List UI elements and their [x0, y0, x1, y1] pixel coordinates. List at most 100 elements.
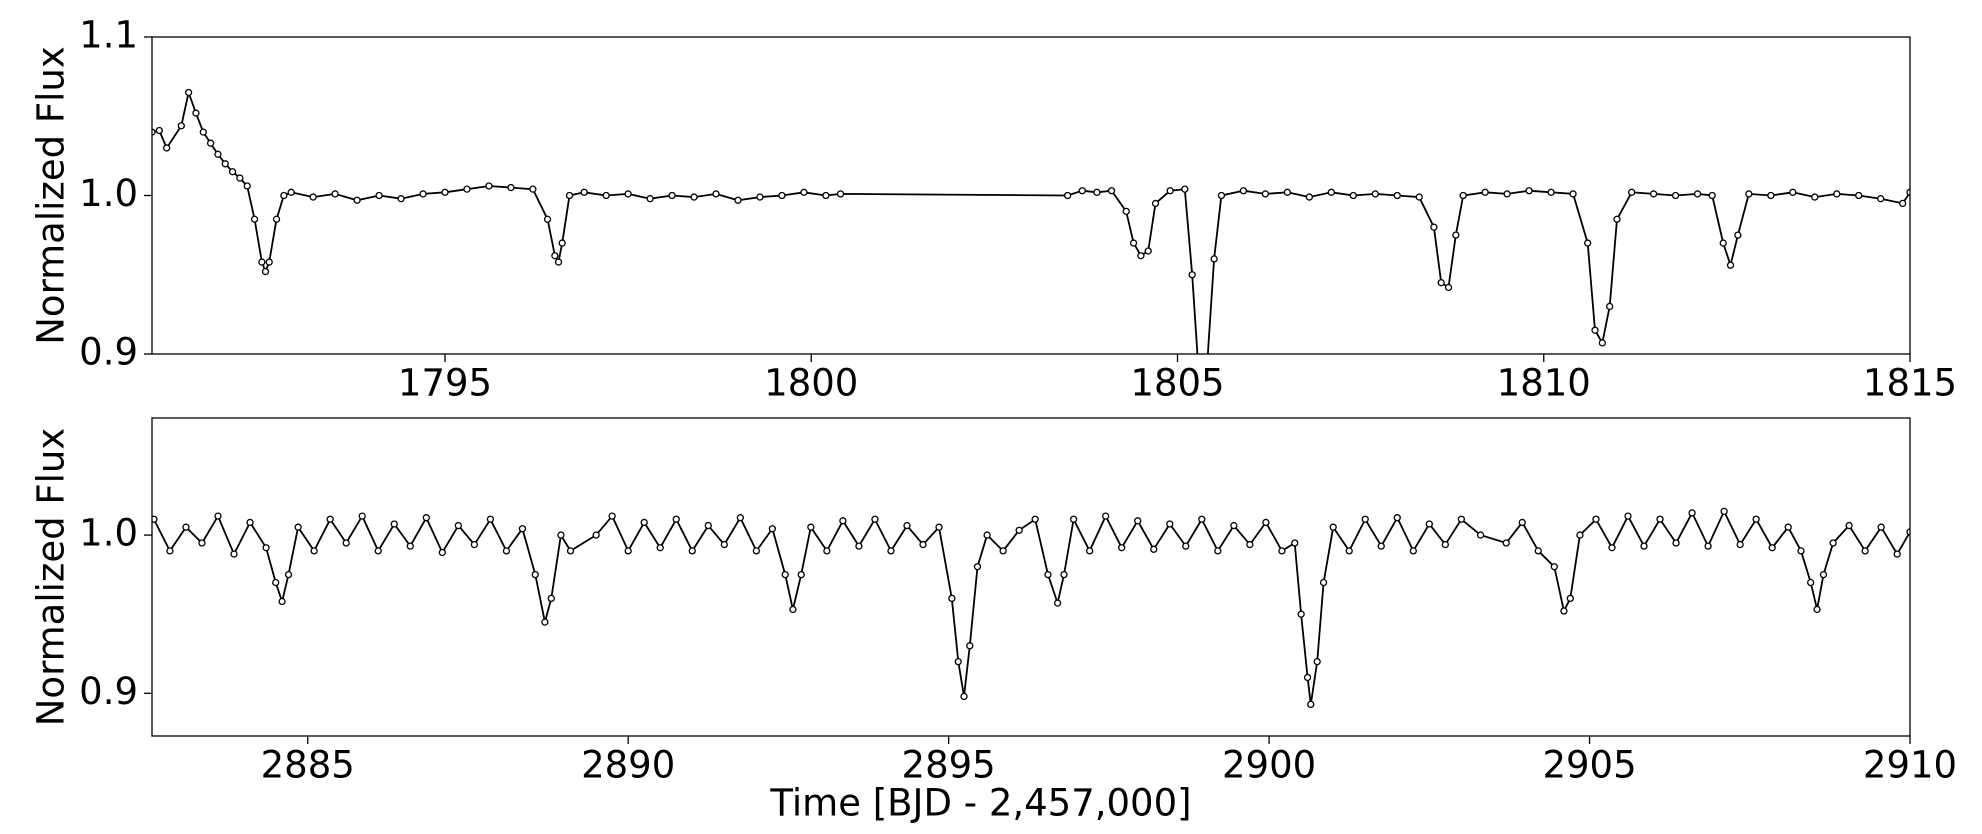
flux-point — [454, 521, 463, 530]
flux-point — [1628, 188, 1636, 196]
flux-point — [1566, 594, 1574, 603]
flux-point — [1693, 190, 1702, 198]
flux-point — [1063, 191, 1072, 200]
flux-point — [1598, 339, 1606, 347]
flux-point — [1198, 515, 1206, 523]
flux-point — [1015, 526, 1023, 534]
flux-point — [855, 542, 863, 550]
flux-point — [1672, 539, 1680, 547]
flux-point — [1377, 542, 1385, 550]
flux-point — [1592, 515, 1600, 523]
flux-point — [278, 597, 286, 606]
flux-point — [531, 570, 539, 579]
flux-point — [284, 570, 293, 579]
flux-point — [1303, 673, 1312, 682]
flux-point — [1855, 191, 1863, 200]
flux-point — [712, 190, 720, 198]
flux-point — [1239, 187, 1248, 195]
flux-point — [551, 252, 559, 260]
x-tick-label: 1795 — [398, 362, 492, 405]
flux-point — [1129, 239, 1138, 247]
flux-point — [887, 547, 895, 555]
flux-point — [566, 547, 575, 555]
flux-point — [1671, 191, 1680, 200]
flux-point — [624, 190, 632, 198]
flux-point — [152, 515, 158, 523]
flux-point — [1262, 518, 1270, 527]
x-tick-label: 2910 — [1863, 744, 1957, 787]
flux-point — [1393, 191, 1401, 200]
flux-point — [1584, 239, 1592, 247]
flux-point — [656, 544, 664, 552]
flux-point — [1813, 605, 1821, 614]
flux-point — [166, 547, 174, 555]
flux-point — [756, 193, 764, 201]
flux-point — [1122, 207, 1130, 216]
flux-point — [1093, 188, 1101, 196]
flux-point — [375, 191, 383, 200]
flux-point — [221, 160, 229, 168]
flux-point — [228, 168, 237, 176]
flux-point — [1819, 570, 1828, 579]
flux-point — [960, 692, 968, 701]
flux-point — [1719, 239, 1727, 247]
flux-point — [326, 515, 334, 523]
flux-point — [152, 128, 156, 136]
flux-point — [871, 515, 879, 523]
x-tick-label: 2905 — [1542, 744, 1636, 787]
y-axis-label: Normalized Flux — [30, 428, 73, 727]
flux-point — [155, 126, 163, 135]
flux-point — [1053, 599, 1062, 607]
flux-point — [1261, 190, 1270, 198]
y-tick-label: 1.0 — [79, 172, 138, 215]
flux-point — [1137, 252, 1145, 260]
flux-point — [1151, 199, 1160, 208]
flux-point — [214, 150, 222, 158]
flux-point — [672, 515, 680, 523]
x-tick-label: 2895 — [902, 744, 996, 787]
flux-point — [1736, 540, 1744, 549]
flux-point — [353, 196, 361, 204]
flux-point — [999, 547, 1007, 555]
flux-point — [1877, 523, 1885, 531]
flux-point — [983, 531, 991, 539]
flux-point — [1502, 539, 1510, 547]
flux-point — [390, 520, 398, 528]
flux-point — [547, 594, 555, 603]
plot-area — [152, 507, 1910, 709]
flux-point — [1807, 578, 1815, 587]
flux-line — [152, 89, 1910, 354]
flux-point — [800, 188, 808, 196]
flux-point — [1606, 302, 1614, 311]
flux-point — [1217, 191, 1226, 200]
flux-point — [463, 185, 471, 193]
flux-point — [272, 215, 281, 223]
flux-point — [1230, 521, 1238, 530]
flux-point — [966, 642, 974, 650]
flux-point — [1547, 188, 1555, 196]
flux-point — [1811, 193, 1819, 201]
flux-point — [1181, 185, 1189, 193]
flux-point — [1283, 188, 1292, 196]
flux-point — [177, 122, 185, 130]
flux-point — [518, 525, 527, 533]
flux-point — [1734, 231, 1742, 239]
flux-point — [1430, 223, 1438, 231]
flux-point — [1576, 531, 1584, 539]
flux-point — [250, 215, 259, 223]
flux-point — [438, 548, 446, 557]
x-tick-label: 1810 — [1497, 362, 1591, 405]
flux-point — [822, 191, 830, 200]
flux-point — [1102, 512, 1110, 520]
flux-point — [1297, 610, 1305, 618]
flux-point — [1560, 607, 1568, 615]
flux-point — [374, 547, 382, 555]
flux-point — [823, 547, 831, 555]
flux-point — [807, 523, 815, 531]
flux-point — [1291, 539, 1299, 547]
flux-point — [1441, 540, 1449, 549]
flux-point — [903, 521, 911, 530]
axes-frame — [151, 417, 1911, 737]
flux-point — [246, 518, 254, 527]
flux-point — [1118, 544, 1126, 552]
